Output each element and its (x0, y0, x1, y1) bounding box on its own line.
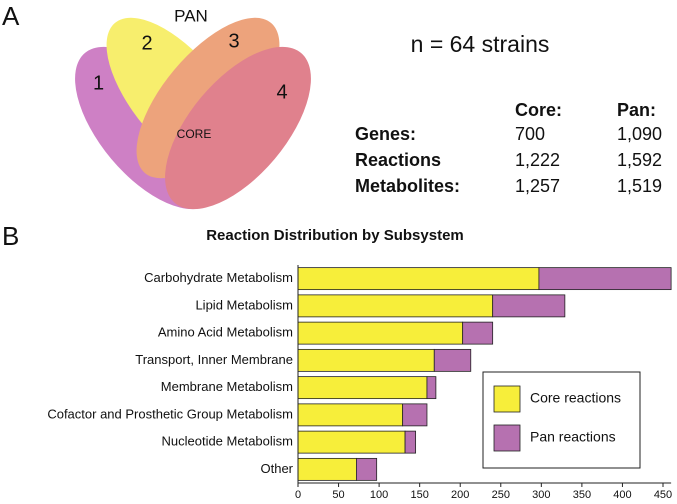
table-cell: 700 (515, 124, 545, 144)
y-tick-label: Membrane Metabolism (161, 379, 293, 394)
legend-swatch (493, 424, 521, 452)
bar-segment (297, 294, 494, 318)
bar-segment (297, 376, 428, 400)
table-cell: 1,519 (617, 176, 662, 196)
bar-segment (404, 430, 417, 454)
summary-title: n = 64 strains (411, 31, 550, 57)
venn-label: 4 (276, 81, 287, 103)
row-label: Metabolites: (355, 176, 460, 196)
bar-segment (402, 403, 428, 427)
legend-label: Pan reactions (530, 429, 616, 445)
summary-table: Core: Pan: Genes: 700 1,090 Reactions 1,222 1,5… (355, 100, 662, 196)
chart-title: Reaction Distribution by Subsystem (206, 227, 464, 244)
bar-segment (538, 267, 672, 291)
y-tick-label: Lipid Metabolism (195, 297, 293, 312)
bar-segment (297, 457, 357, 481)
y-tick-label: Nucleotide Metabolism (161, 434, 293, 449)
bar-segment (297, 267, 540, 291)
x-tick-label: 200 (451, 489, 469, 501)
x-tick-label: 400 (613, 489, 631, 501)
bar-segment (426, 376, 437, 400)
bar-segment (297, 348, 435, 372)
bar-segment (355, 457, 378, 481)
venn-label: 1 (93, 72, 104, 94)
panel-label: B (2, 221, 19, 251)
chart: Carbohydrate Metabolism Lipid Metabolism A… (47, 265, 672, 501)
table-cell: 1,222 (515, 150, 560, 170)
y-tick-label: Transport, Inner Membrane (135, 352, 293, 367)
bar-segment (297, 321, 464, 345)
table-cell: 1,257 (515, 176, 560, 196)
row-label: Genes: (355, 124, 416, 144)
venn-label: 3 (228, 30, 239, 52)
bar-segment (462, 321, 494, 345)
x-tick-label: 150 (410, 489, 428, 501)
y-tick-label: Amino Acid Metabolism (158, 325, 293, 340)
venn-diagram (75, 17, 311, 210)
y-tick-label: Other (260, 461, 293, 476)
x-tick-label: 300 (532, 489, 550, 501)
venn-core-label: CORE (177, 127, 212, 141)
bar-segment (433, 348, 472, 372)
bar-segment (492, 294, 566, 318)
bar-segment (297, 430, 406, 454)
venn-label: 2 (141, 32, 152, 54)
x-tick-label: 50 (332, 489, 344, 501)
bar-segment (297, 403, 404, 427)
x-tick-label: 450 (654, 489, 672, 501)
row-label: Reactions (355, 150, 441, 170)
legend-swatch (493, 385, 521, 413)
venn-union-label: PAN (174, 6, 208, 25)
legend-label: Core reactions (530, 390, 621, 406)
panel-label: A (2, 1, 20, 31)
x-tick-label: 250 (492, 489, 510, 501)
table-cell: 1,592 (617, 150, 662, 170)
x-tick-label: 350 (573, 489, 591, 501)
x-tick-label: 100 (370, 489, 388, 501)
venn-set (165, 46, 311, 210)
x-tick-label: 0 (295, 489, 301, 501)
table-cell: 1,090 (617, 124, 662, 144)
y-tick-label: Carbohydrate Metabolism (144, 270, 293, 285)
column-header: Core: (515, 100, 562, 120)
y-tick-label: Cofactor and Prosthetic Group Metabolism (47, 406, 293, 421)
column-header: Pan: (617, 100, 656, 120)
